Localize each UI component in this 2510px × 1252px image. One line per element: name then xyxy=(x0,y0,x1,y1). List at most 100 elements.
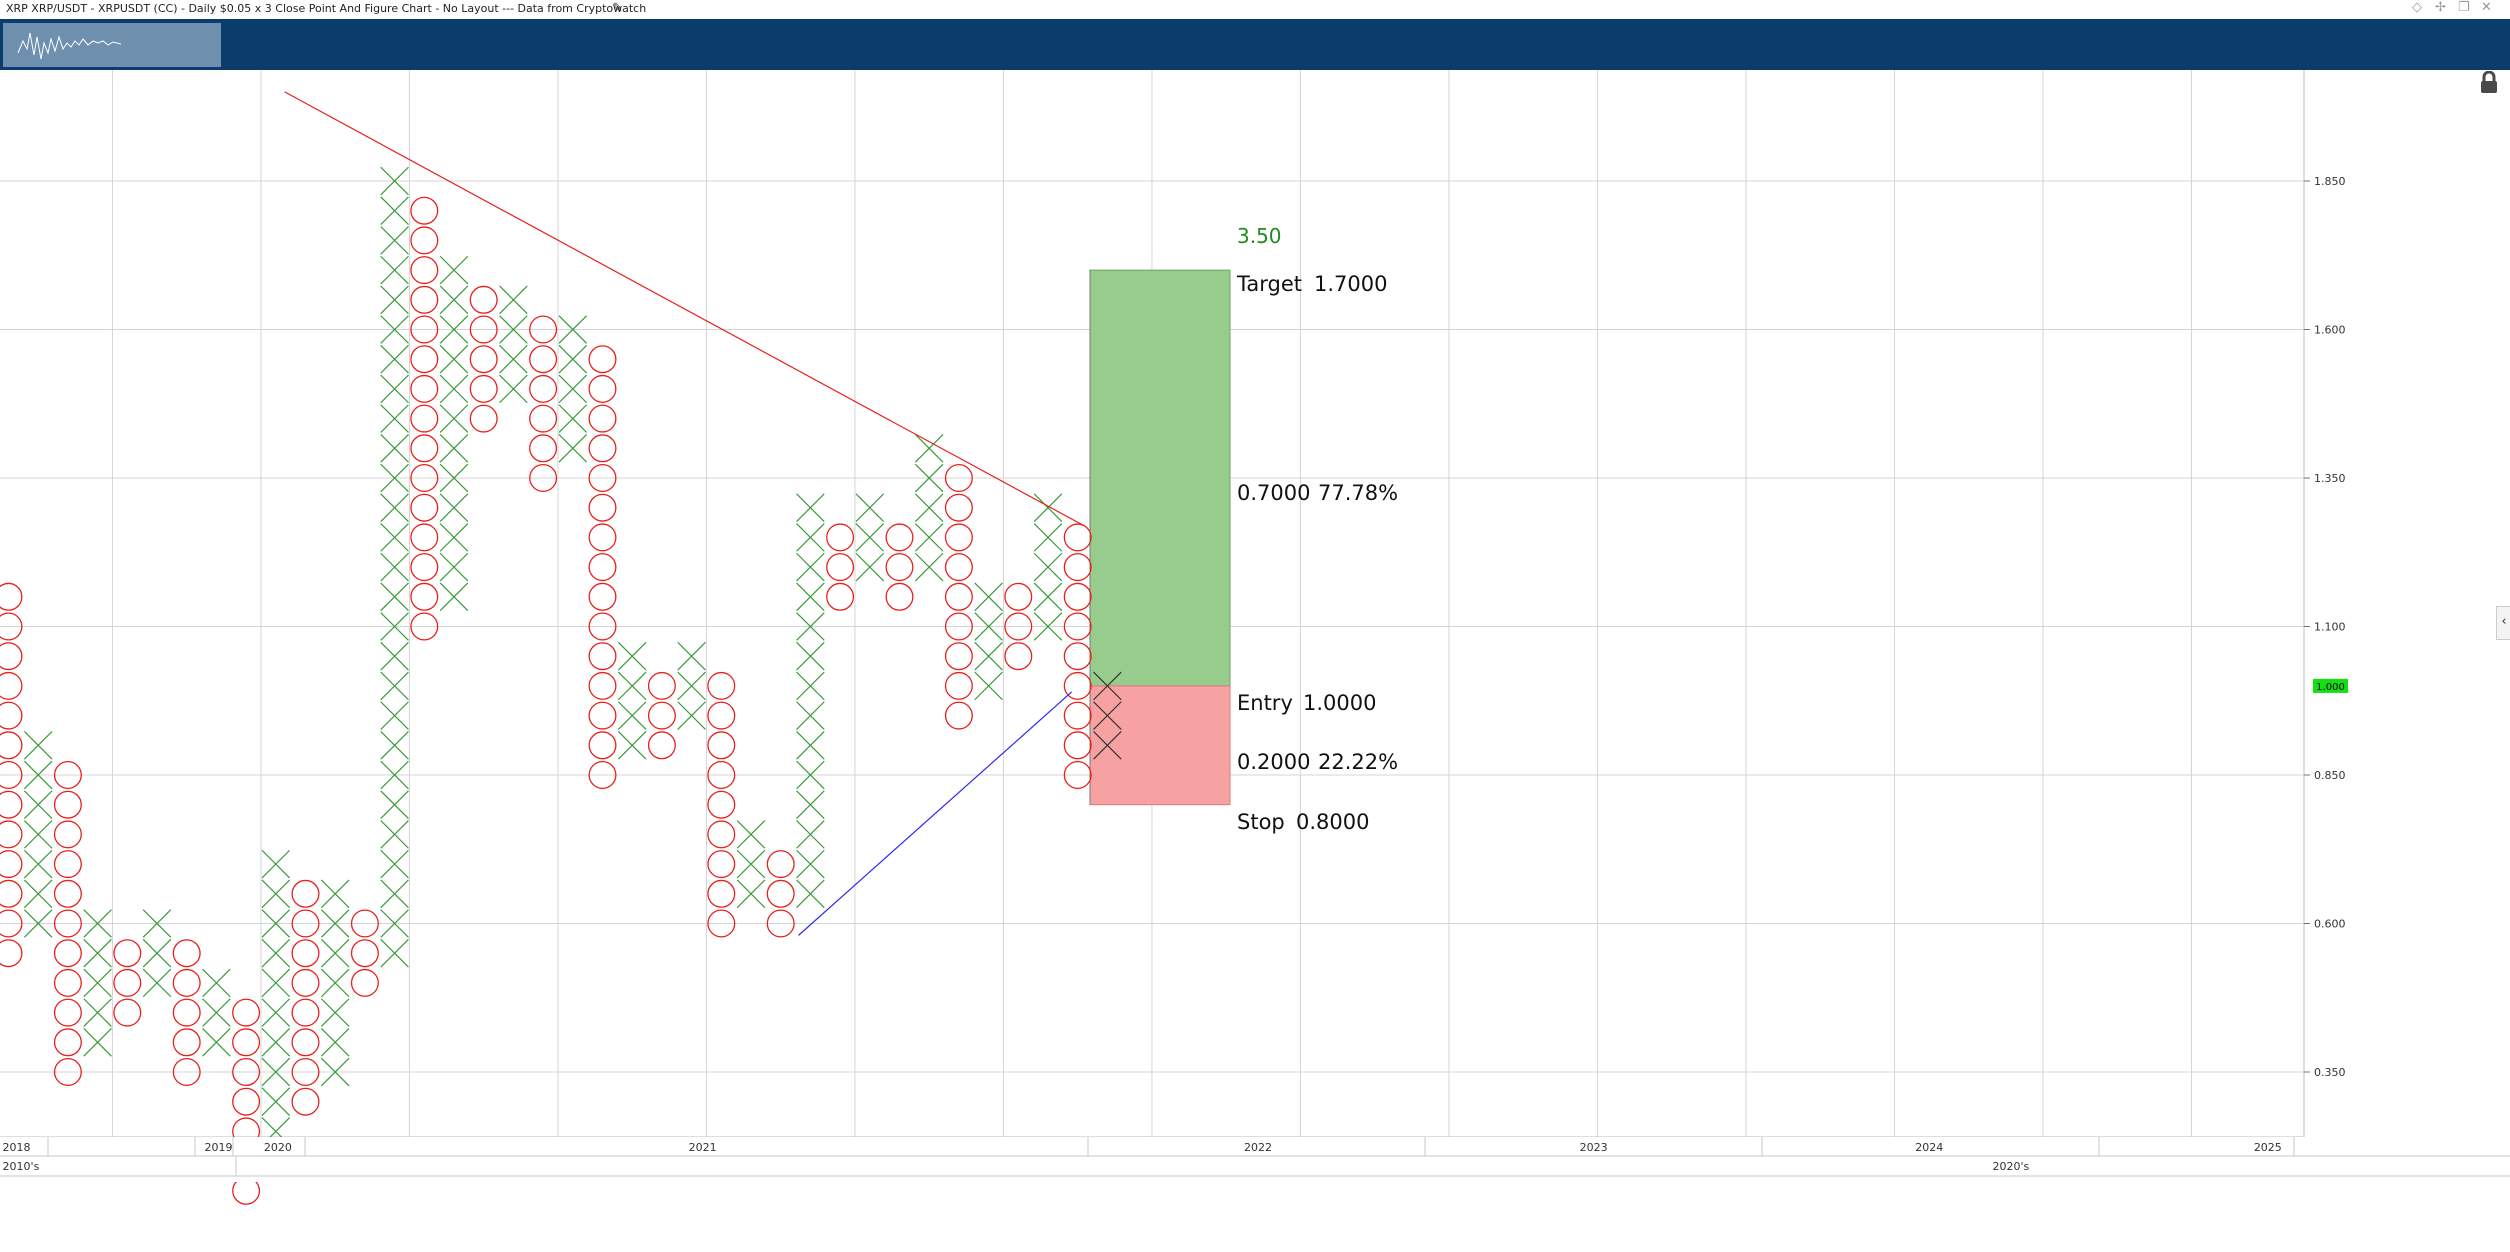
trendlines xyxy=(284,91,1084,936)
x-mark xyxy=(855,552,885,582)
o-mark xyxy=(469,374,498,403)
o-mark xyxy=(172,998,201,1027)
x-mark xyxy=(439,552,469,582)
x-mark xyxy=(796,701,825,730)
o-mark xyxy=(410,374,439,403)
risk-reward-ratio: 3.50 xyxy=(1237,224,1282,248)
o-mark xyxy=(1063,731,1092,760)
x-mark xyxy=(617,701,647,730)
x-mark xyxy=(439,463,469,493)
x-mark xyxy=(499,374,528,404)
support-trendline xyxy=(798,691,1073,936)
o-mark xyxy=(647,701,676,730)
x-mark xyxy=(736,849,766,879)
x-mark xyxy=(796,760,825,790)
o-mark xyxy=(647,671,676,700)
x-mark xyxy=(796,552,825,582)
x-mark xyxy=(974,582,1003,612)
o-mark xyxy=(291,879,320,908)
o-mark xyxy=(410,285,439,314)
o-mark xyxy=(707,731,736,760)
o-mark xyxy=(469,345,498,374)
navigator-window[interactable] xyxy=(3,23,221,67)
o-mark xyxy=(53,998,82,1027)
o-mark xyxy=(529,345,558,374)
chart-navigator[interactable] xyxy=(0,19,2510,70)
reward-amount: 0.7000 xyxy=(1237,481,1310,505)
o-mark xyxy=(113,998,142,1027)
x-mark xyxy=(380,760,409,790)
x-mark xyxy=(320,938,350,968)
o-mark xyxy=(232,1028,261,1057)
lock-icon[interactable] xyxy=(2478,71,2500,95)
pencil-icon[interactable]: ✎ xyxy=(612,1,623,16)
target-label: Target 1.7000 xyxy=(1236,272,1387,296)
chevron-left-icon[interactable]: ‹ xyxy=(2496,606,2510,640)
o-mark xyxy=(410,493,439,522)
x-mark xyxy=(914,552,944,582)
x-mark xyxy=(796,879,825,909)
x-mark xyxy=(1033,612,1063,641)
o-mark xyxy=(707,761,736,790)
o-mark xyxy=(172,1028,201,1057)
o-mark xyxy=(944,642,973,671)
x-mark xyxy=(974,671,1003,701)
x-mark xyxy=(380,344,409,374)
price-tick-label: 1.850 xyxy=(2314,175,2346,188)
o-mark xyxy=(53,879,82,908)
o-mark xyxy=(0,879,23,908)
pin-icon[interactable]: ✢ xyxy=(2435,0,2446,15)
o-mark xyxy=(588,612,617,641)
x-mark xyxy=(320,968,350,998)
o-mark xyxy=(588,761,617,790)
o-mark xyxy=(410,404,439,433)
o-mark xyxy=(885,582,914,611)
o-mark xyxy=(469,404,498,433)
title-bar: XRP XRP/USDT - XRPUSDT (CC) - Daily $0.0… xyxy=(0,0,2510,19)
o-mark xyxy=(53,1028,82,1057)
resistance-trendline xyxy=(284,91,1084,527)
o-mark xyxy=(232,1087,261,1116)
x-mark xyxy=(1033,552,1063,582)
o-mark xyxy=(53,790,82,819)
o-mark xyxy=(588,374,617,403)
o-mark xyxy=(350,939,379,968)
o-mark xyxy=(0,701,23,730)
o-mark xyxy=(707,790,736,819)
x-mark xyxy=(439,582,469,612)
target-label-text: Target xyxy=(1236,272,1302,296)
x-mark xyxy=(320,879,350,909)
diamond-icon[interactable]: ◇ xyxy=(2412,0,2422,15)
o-mark xyxy=(1063,582,1092,611)
x-mark xyxy=(558,434,588,463)
o-mark xyxy=(529,315,558,344)
x-mark xyxy=(439,374,469,404)
x-mark xyxy=(1093,671,1122,701)
o-mark xyxy=(1004,642,1033,671)
x-mark xyxy=(202,1028,231,1057)
x-mark xyxy=(23,790,53,819)
o-mark xyxy=(588,671,617,700)
x-mark xyxy=(23,760,53,790)
o-mark xyxy=(588,434,617,463)
o-mark xyxy=(1063,701,1092,730)
year-label: 2020 xyxy=(264,1141,292,1154)
restore-icon[interactable]: ❐ xyxy=(2458,0,2470,15)
risk-percent: 22.22% xyxy=(1318,750,1398,774)
x-mark xyxy=(914,463,944,493)
o-mark xyxy=(410,463,439,492)
entry-label-text: Entry xyxy=(1237,691,1293,715)
x-mark xyxy=(736,879,766,909)
x-mark xyxy=(380,404,409,433)
close-icon[interactable]: ✕ xyxy=(2481,0,2492,15)
price-tick-label: 0.350 xyxy=(2314,1066,2346,1079)
o-mark xyxy=(53,968,82,997)
x-mark xyxy=(439,315,469,344)
x-mark xyxy=(677,701,706,730)
o-mark xyxy=(588,493,617,522)
x-mark xyxy=(855,493,885,522)
pnf-chart[interactable]: 1.850 1.600 1.350 1.100 0.850 0.600 0.350 1.000… xyxy=(0,70,2510,1252)
x-mark xyxy=(380,701,409,730)
x-mark xyxy=(439,523,469,552)
year-label: 2024 xyxy=(1915,1141,1943,1154)
